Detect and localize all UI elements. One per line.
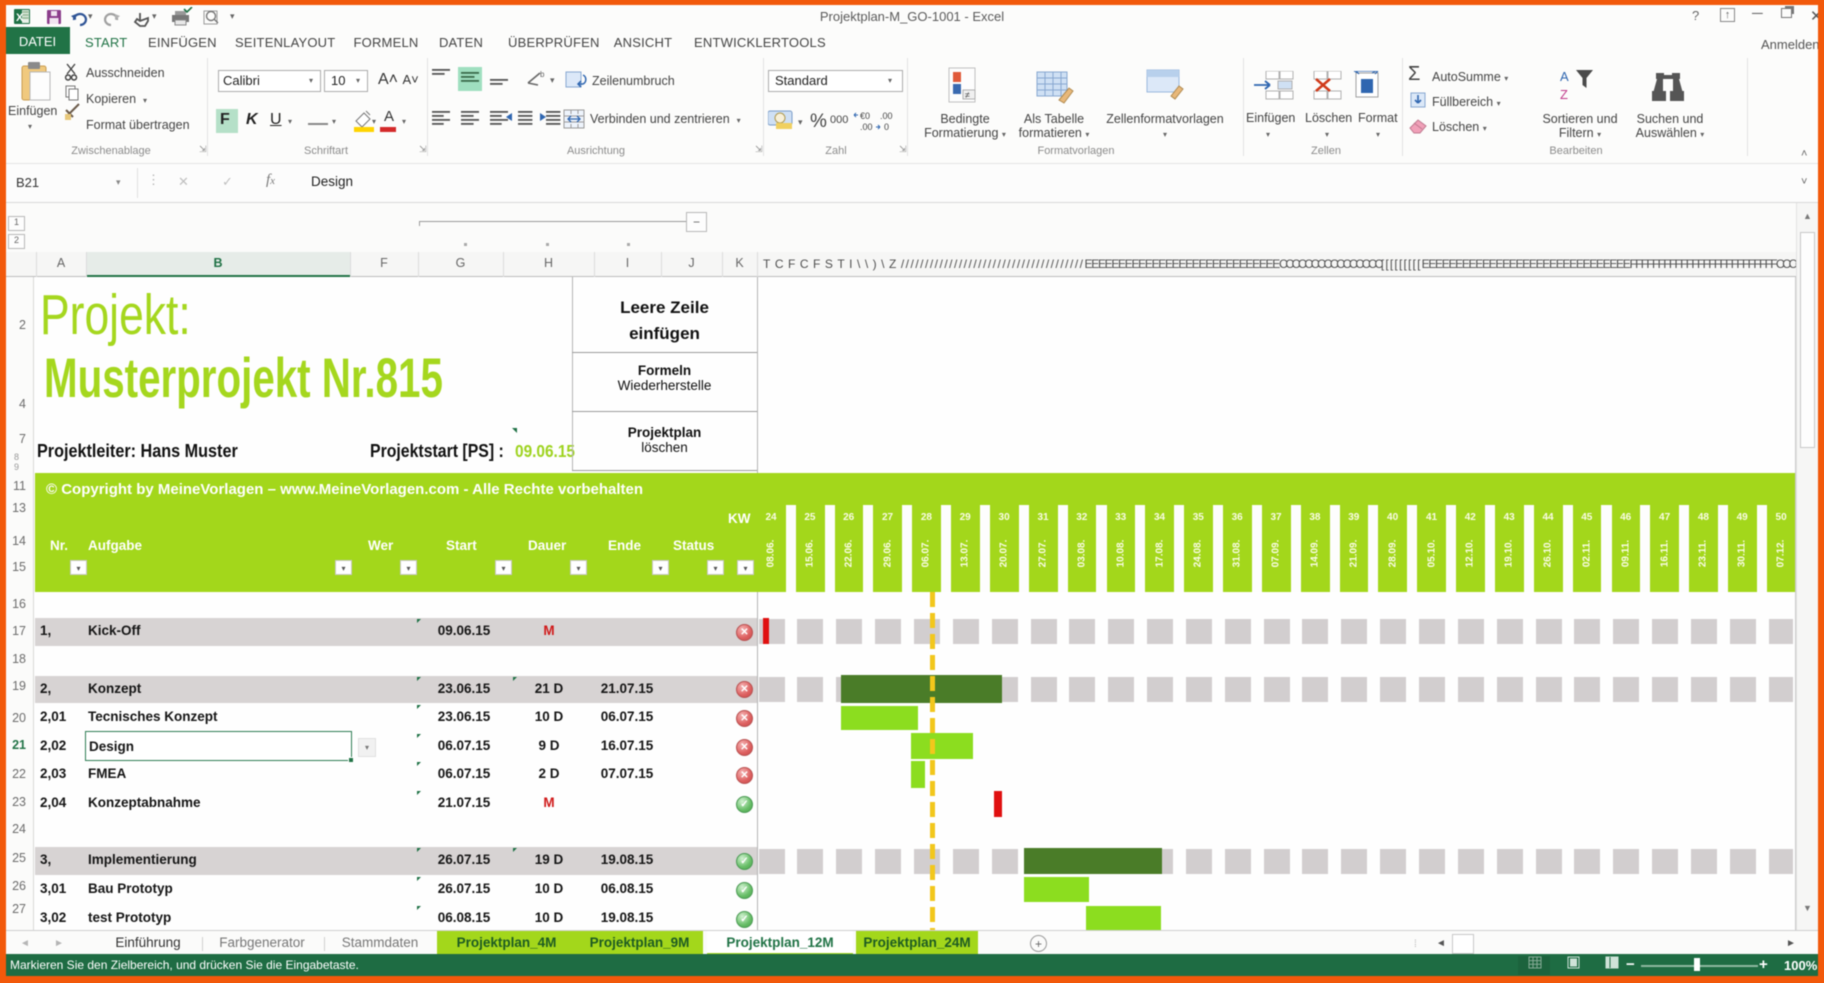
svg-text:Z: Z (1560, 87, 1568, 102)
svg-text:A: A (1560, 69, 1569, 84)
svg-text:≠: ≠ (965, 90, 970, 100)
svg-text:X: X (16, 12, 24, 24)
svg-text:.00: .00 (860, 122, 873, 132)
svg-text:0: 0 (884, 122, 889, 132)
svg-text:▾: ▾ (88, 11, 93, 21)
svg-text:▾: ▾ (798, 117, 803, 127)
svg-text:b: b (540, 70, 545, 79)
svg-text:▾: ▾ (550, 75, 555, 85)
svg-text:▾: ▾ (230, 11, 235, 21)
svg-text:€0: €0 (860, 111, 870, 121)
svg-text:A: A (384, 108, 394, 125)
svg-text:%: % (810, 111, 827, 132)
svg-text:000: 000 (830, 114, 848, 126)
svg-text:▾: ▾ (152, 11, 157, 21)
svg-text:.00: .00 (880, 111, 893, 121)
